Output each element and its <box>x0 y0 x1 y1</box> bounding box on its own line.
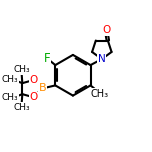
Text: N: N <box>98 54 106 64</box>
Text: CH₃: CH₃ <box>13 65 30 74</box>
Text: F: F <box>44 52 50 65</box>
Text: O: O <box>29 92 37 102</box>
Text: CH₃: CH₃ <box>2 75 18 84</box>
Text: CH₃: CH₃ <box>2 93 18 102</box>
Text: CH₃: CH₃ <box>13 103 30 112</box>
Text: O: O <box>29 75 37 85</box>
Text: CH₃: CH₃ <box>90 89 109 99</box>
Text: B: B <box>39 83 46 93</box>
Text: O: O <box>102 25 111 35</box>
